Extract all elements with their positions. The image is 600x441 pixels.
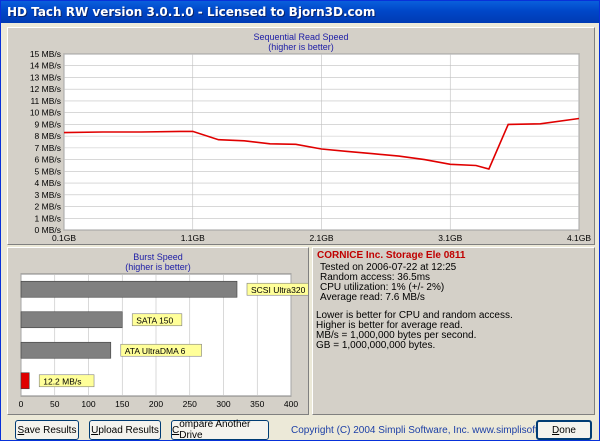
seq-y-tick-label: 0 MB/s (35, 225, 61, 235)
burst-x-tick-label: 0 (19, 399, 24, 409)
note-line: Lower is better for CPU and random acces… (316, 310, 513, 321)
burst-x-tick-label: 400 (284, 399, 298, 409)
burst-speed-chart: Burst Speed (higher is better) SCSI Ultr… (19, 252, 323, 409)
note-line: Higher is better for average read. (316, 320, 463, 331)
burst-bar (20, 280, 238, 298)
sequential-read-panel: Sequential Read Speed (higher is better)… (7, 27, 595, 245)
note-line: MB/s = 1,000,000 bytes per second. (316, 330, 477, 341)
seq-y-tick-label: 9 MB/s (35, 119, 61, 129)
drive-name: CORNICE Inc. Storage Ele 0811 (317, 250, 466, 261)
burst-x-tick-label: 50 (50, 399, 60, 409)
burst-x-tick-label: 200 (149, 399, 163, 409)
seq-x-tick-label: 1.1GB (181, 233, 205, 243)
tested-date: Tested on 2006-07-22 at 12:25 (320, 262, 457, 273)
average-read: Average read: 7.6 MB/s (320, 292, 425, 303)
burst-bar-label: 12.2 MB/s (43, 376, 81, 386)
copyright-text: Copyright (C) 2004 Simpli Software, Inc.… (291, 425, 582, 436)
upload-mnemonic: U (91, 424, 99, 436)
seq-y-tick-label: 7 MB/s (35, 143, 61, 153)
compare-mnemonic: C (172, 424, 180, 436)
seq-series-line (63, 117, 580, 170)
seq-y-tick-label: 6 MB/s (35, 155, 61, 165)
seq-y-tick-label: 15 MB/s (30, 49, 61, 59)
burst-x-tick-label: 350 (250, 399, 264, 409)
burst-label-box (120, 343, 202, 357)
burst-chart-title: Burst Speed (133, 252, 183, 262)
seq-y-tick-label: 11 MB/s (30, 96, 61, 106)
upload-label: pload Results (98, 424, 159, 436)
seq-y-tick-label: 14 MB/s (30, 61, 61, 71)
burst-speed-panel: Burst Speed (higher is better) SCSI Ultr… (7, 247, 323, 415)
drive-info-panel: CORNICE Inc. Storage Ele 0811 Tested on … (312, 247, 595, 415)
save-label: ave Results (24, 424, 77, 436)
seq-y-tick-label: 10 MB/s (30, 108, 61, 118)
done-mnemonic: D (552, 424, 560, 436)
cpu-utilization: CPU utilization: 1% (+/- 2%) (320, 282, 445, 293)
seq-x-tick-label: 3.1GB (438, 233, 462, 243)
burst-x-tick-label: 150 (115, 399, 129, 409)
sequential-read-chart: Sequential Read Speed (higher is better)… (30, 32, 592, 243)
burst-x-tick-label: 100 (81, 399, 95, 409)
note-line: GB = 1,000,000,000 bytes. (316, 340, 436, 351)
seq-x-tick-label: 2.1GB (309, 233, 333, 243)
done-label: one (559, 424, 576, 436)
compare-label: ompare Another Drive (179, 419, 251, 441)
seq-y-tick-label: 13 MB/s (30, 72, 61, 82)
burst-label-box (38, 374, 95, 388)
burst-bar-label: SCSI Ultra320 (251, 285, 306, 295)
burst-x-tick-label: 300 (216, 399, 230, 409)
seq-chart-title: Sequential Read Speed (253, 32, 348, 42)
seq-y-tick-label: 5 MB/s (35, 166, 61, 176)
random-access: Random access: 36.5ms (320, 272, 431, 283)
burst-bar-label: ATA UltraDMA 6 (125, 346, 186, 356)
seq-y-tick-label: 12 MB/s (30, 84, 61, 94)
seq-y-tick-label: 2 MB/s (35, 202, 61, 212)
save-mnemonic: S (17, 424, 25, 436)
burst-bar-label: SATA 150 (136, 315, 173, 325)
burst-bar (20, 341, 112, 359)
seq-chart-subtitle: (higher is better) (268, 42, 334, 52)
burst-bar-current (20, 372, 30, 390)
seq-x-tick-label: 0.1GB (52, 233, 76, 243)
burst-x-tick-label: 250 (183, 399, 197, 409)
burst-label-box (131, 313, 183, 327)
burst-bar (20, 311, 123, 329)
seq-y-tick-label: 4 MB/s (35, 178, 61, 188)
seq-x-tick-label: 4.1GB (567, 233, 591, 243)
seq-y-tick-label: 1 MB/s (35, 213, 61, 223)
seq-y-tick-label: 8 MB/s (35, 131, 61, 141)
seq-y-tick-label: 3 MB/s (35, 190, 61, 200)
burst-chart-subtitle: (higher is better) (125, 262, 191, 272)
title-bar: HD Tach RW version 3.0.1.0 - Licensed to… (1, 1, 599, 23)
